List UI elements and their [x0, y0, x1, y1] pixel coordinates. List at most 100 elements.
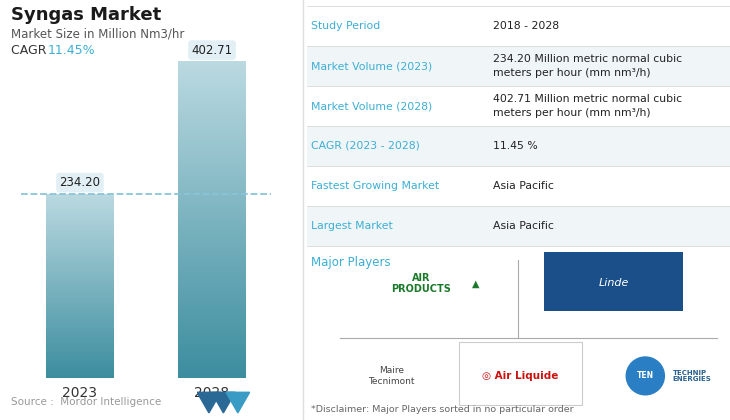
Bar	[177, 333, 247, 336]
Bar	[45, 207, 115, 209]
Bar	[45, 223, 115, 225]
Text: 2018 - 2028: 2018 - 2028	[493, 21, 559, 31]
Bar	[177, 302, 247, 304]
Bar	[177, 233, 247, 236]
Text: 402.71 Million metric normal cubic
meters per hour (mm nm³/h): 402.71 Million metric normal cubic meter…	[493, 94, 682, 118]
Text: 234.20 Million metric normal cubic
meters per hour (mm nm³/h): 234.20 Million metric normal cubic meter…	[493, 54, 682, 78]
Bar	[45, 274, 115, 275]
Bar	[45, 270, 115, 272]
Bar	[177, 259, 247, 262]
Bar	[177, 246, 247, 249]
Bar	[177, 104, 247, 106]
Bar	[177, 294, 247, 296]
Bar	[45, 329, 115, 331]
Bar	[177, 151, 247, 154]
Bar	[45, 265, 115, 266]
Bar	[177, 317, 247, 320]
Bar	[177, 323, 247, 325]
Bar	[177, 96, 247, 98]
Bar	[45, 255, 115, 257]
Bar	[177, 325, 247, 328]
Bar	[45, 294, 115, 295]
Bar	[45, 212, 115, 214]
Bar	[177, 262, 247, 265]
Bar	[307, 126, 730, 166]
Bar	[177, 328, 247, 331]
FancyBboxPatch shape	[459, 342, 582, 405]
Bar	[177, 349, 247, 352]
Bar	[45, 246, 115, 247]
Bar	[45, 238, 115, 240]
Bar	[45, 258, 115, 260]
Bar	[177, 241, 247, 244]
Text: TEN: TEN	[637, 371, 654, 381]
Bar	[45, 355, 115, 357]
Bar	[177, 199, 247, 201]
Bar	[45, 257, 115, 258]
Bar	[177, 180, 247, 183]
Bar	[177, 354, 247, 357]
Bar	[177, 117, 247, 119]
Polygon shape	[226, 392, 250, 413]
Bar	[45, 249, 115, 251]
Bar	[45, 347, 115, 349]
Bar	[45, 235, 115, 237]
Bar	[177, 275, 247, 278]
Text: CAGR (2023 - 2028): CAGR (2023 - 2028)	[311, 141, 420, 151]
Bar	[177, 236, 247, 238]
Bar	[177, 346, 247, 349]
Bar	[45, 335, 115, 336]
Bar	[45, 333, 115, 335]
Bar	[177, 339, 247, 341]
Bar	[45, 324, 115, 326]
Text: ▲: ▲	[472, 278, 479, 289]
Bar	[177, 365, 247, 368]
Bar	[177, 320, 247, 323]
Bar	[177, 101, 247, 104]
Bar	[45, 215, 115, 217]
Bar	[177, 90, 247, 93]
Bar	[45, 358, 115, 360]
Bar	[177, 122, 247, 125]
Bar	[45, 312, 115, 314]
Bar	[45, 268, 115, 269]
Bar	[45, 278, 115, 280]
Text: TECHNIP
ENERGIES: TECHNIP ENERGIES	[673, 370, 712, 382]
Bar	[45, 269, 115, 270]
Bar	[177, 228, 247, 230]
Bar	[45, 361, 115, 362]
Bar	[177, 148, 247, 151]
Bar	[45, 369, 115, 370]
Bar	[45, 220, 115, 221]
Bar	[45, 320, 115, 321]
Bar	[45, 231, 115, 232]
Bar	[45, 376, 115, 378]
Bar	[45, 194, 115, 195]
Bar	[177, 278, 247, 281]
Bar	[45, 275, 115, 277]
Bar	[45, 309, 115, 310]
Bar	[177, 196, 247, 199]
Bar	[177, 283, 247, 286]
Bar	[45, 240, 115, 242]
Bar	[177, 162, 247, 164]
Bar	[177, 217, 247, 220]
Bar	[45, 237, 115, 238]
Bar	[177, 164, 247, 167]
Bar	[45, 327, 115, 329]
Bar	[177, 209, 247, 212]
Bar	[177, 220, 247, 222]
Text: 402.71: 402.71	[191, 44, 233, 57]
Bar	[45, 283, 115, 284]
Bar	[45, 332, 115, 333]
Bar	[177, 344, 247, 346]
Text: 11.45%: 11.45%	[47, 44, 95, 57]
Bar	[177, 341, 247, 344]
Bar	[45, 218, 115, 220]
Bar	[177, 82, 247, 85]
Bar	[45, 317, 115, 318]
Bar	[177, 88, 247, 90]
Text: Study Period: Study Period	[311, 21, 380, 31]
Bar	[177, 135, 247, 138]
Bar	[177, 307, 247, 310]
